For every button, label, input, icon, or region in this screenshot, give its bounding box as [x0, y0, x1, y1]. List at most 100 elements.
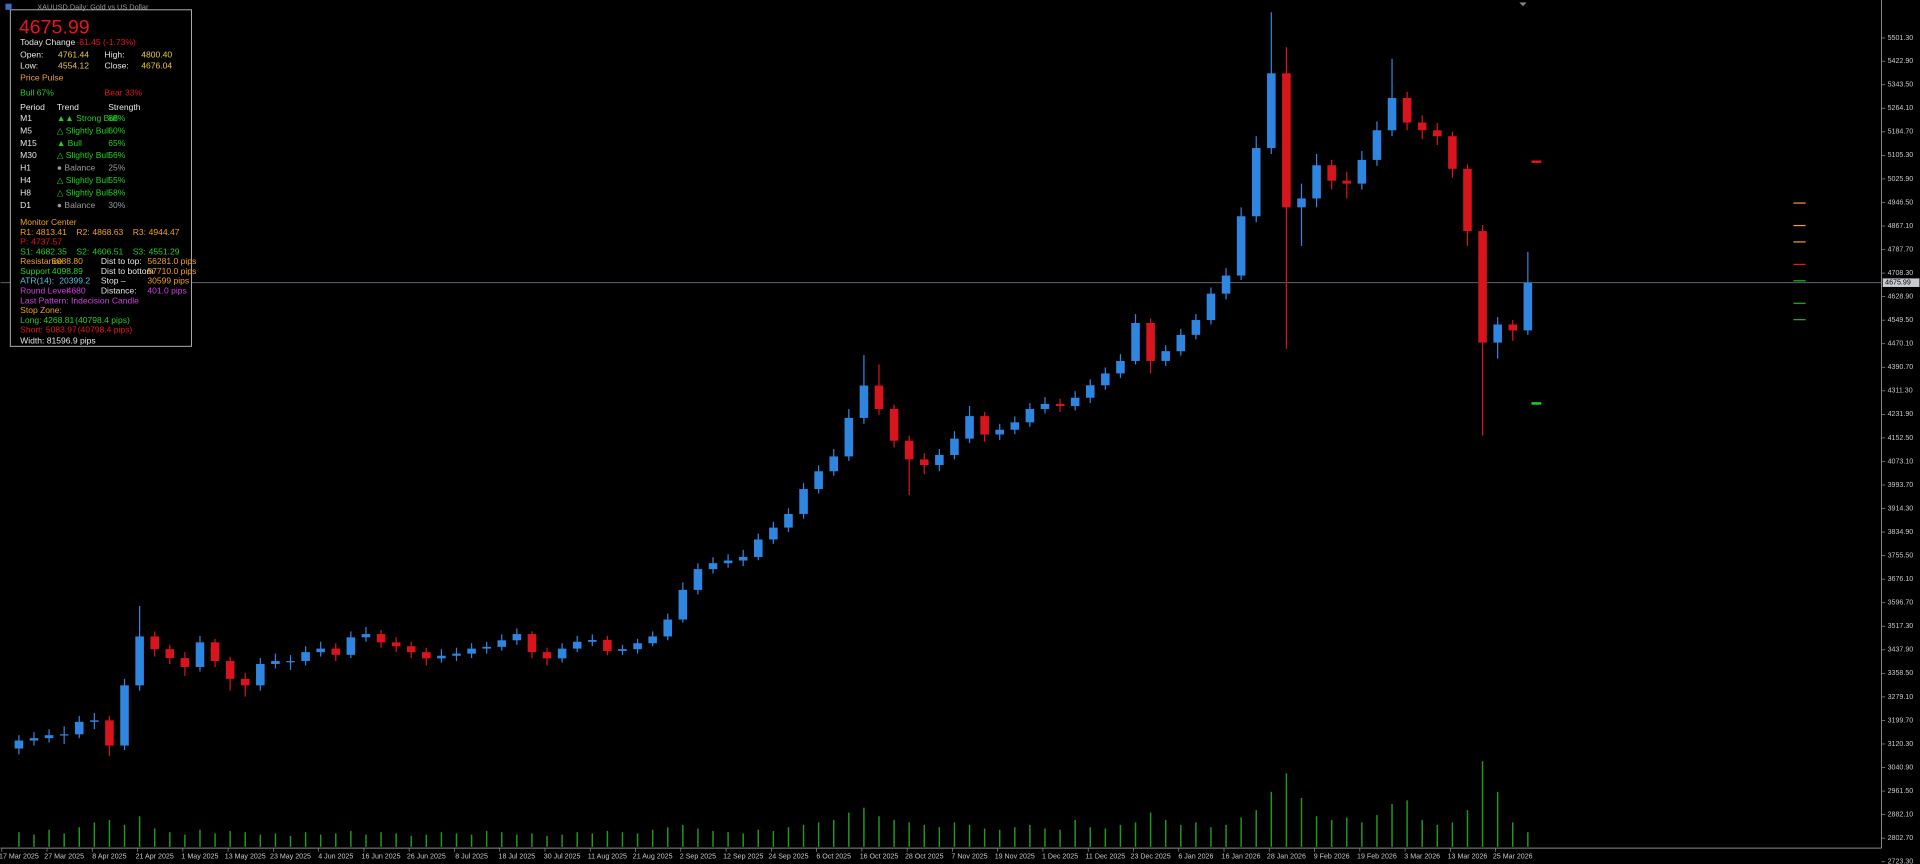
round-label: Round Level — [20, 286, 68, 296]
candle-body — [889, 408, 899, 441]
candle-body — [1433, 130, 1442, 137]
volume-bar — [93, 822, 96, 847]
chart-header: XAUUSD,Daily: Gold vs US Dollar — [37, 2, 149, 11]
candle-body — [301, 652, 310, 662]
y-tick-label: 4231.90 — [1888, 410, 1914, 418]
volume-bar — [1270, 791, 1273, 847]
candle-body — [708, 563, 718, 570]
pivot-label: R1: — [20, 227, 33, 237]
volume-bar — [1104, 828, 1107, 847]
candle-body — [180, 658, 190, 667]
candle-body — [346, 637, 356, 655]
candle-body — [603, 639, 612, 651]
candle-body — [1176, 334, 1186, 352]
y-tick-label: 4152.50 — [1888, 434, 1914, 442]
price-tag-label: 4675.99 — [1885, 279, 1911, 287]
x-tick-label: 4 Jun 2025 — [318, 853, 353, 861]
y-tick-label: 4787.70 — [1888, 245, 1914, 253]
y-tick-label: 4946.50 — [1888, 198, 1914, 206]
volume-bar — [908, 822, 910, 847]
panel-frame — [9, 9, 192, 347]
volume-bar — [953, 822, 956, 847]
volume-bar — [1014, 827, 1016, 847]
trend-cell: M5 — [20, 125, 32, 135]
x-tick-label: 16 Jan 2026 — [1222, 853, 1261, 861]
candle-body — [904, 440, 914, 460]
volume-bar — [998, 829, 1001, 847]
price-tag — [1882, 278, 1920, 287]
x-tick-label: 27 Mar 2025 — [44, 853, 84, 861]
volume-bar — [304, 832, 307, 847]
table-header: Strength — [108, 102, 141, 112]
candle-body — [361, 634, 371, 638]
current-price: 4675.99 — [19, 16, 90, 38]
candle-body — [1131, 322, 1140, 361]
volume-bar — [1376, 815, 1378, 847]
candle-body — [1312, 165, 1321, 199]
x-tick-label: 6 Jan 2026 — [1178, 853, 1213, 861]
candle-body — [557, 648, 567, 659]
y-tick-label: 5264.10 — [1888, 104, 1914, 112]
candle-body — [316, 648, 325, 653]
change-value: -81.45 (-1.73%) — [76, 37, 136, 47]
y-tick-label: 3834.90 — [1888, 528, 1914, 536]
x-tick-label: 9 Feb 2026 — [1314, 853, 1350, 861]
volume-bar — [78, 827, 80, 847]
volume-bar — [365, 834, 367, 847]
candle-body — [633, 643, 642, 650]
atr-value: 20399.2 — [59, 276, 90, 286]
candle-body — [1478, 231, 1487, 343]
volume-bar — [470, 834, 473, 847]
candle-body — [1417, 122, 1427, 131]
trend-cell: ● Balance — [57, 163, 96, 173]
volume-bar — [742, 833, 744, 847]
distance-label: Distance: — [101, 286, 137, 296]
trend-cell: 88% — [108, 113, 126, 123]
candle-body — [1493, 324, 1502, 343]
volume-bar — [184, 834, 186, 847]
candle-body — [90, 720, 99, 722]
x-tick-label: 6 Oct 2025 — [816, 853, 851, 861]
candle-body — [753, 539, 763, 557]
candle-body — [59, 734, 69, 736]
x-tick-label: 3 Mar 2026 — [1404, 853, 1440, 861]
volume-bar — [772, 830, 775, 847]
y-tick-label: 3358.50 — [1888, 669, 1914, 677]
candle-body — [935, 454, 944, 466]
candle-body — [44, 735, 54, 739]
volume-bar — [501, 832, 503, 847]
pivot-value: 4551.29 — [149, 246, 180, 256]
y-tick-label: 3120.30 — [1888, 740, 1914, 748]
pivot-value: 4813.41 — [36, 227, 67, 237]
y-tick-label: 3040.90 — [1888, 763, 1914, 771]
volume-bar — [1074, 819, 1076, 847]
volume-bar — [848, 812, 850, 847]
volume-bar — [1436, 824, 1439, 847]
close-value: 4676.04 — [141, 60, 172, 70]
candle-body — [1402, 97, 1412, 123]
trend-cell: 60% — [108, 125, 126, 135]
volume-bar — [1149, 812, 1152, 847]
volume-bar — [606, 830, 609, 847]
volume-bar — [938, 827, 941, 847]
y-tick-label: 4073.10 — [1888, 457, 1914, 465]
trend-cell: 65% — [108, 138, 126, 148]
change-label: Today Change — [20, 37, 75, 47]
candle-body — [422, 652, 431, 659]
x-tick-label: 11 Dec 2025 — [1086, 853, 1126, 861]
candle-body — [527, 634, 537, 653]
x-tick-label: 8 Jul 2025 — [455, 853, 488, 861]
candle-body — [512, 634, 522, 641]
candle-body — [648, 636, 657, 644]
candle-body — [1191, 320, 1201, 335]
volume-bar — [561, 834, 563, 847]
volume-bar — [229, 830, 231, 847]
volume-bar — [697, 828, 699, 847]
volume-bar — [319, 834, 322, 847]
x-tick-label: 28 Oct 2025 — [905, 853, 944, 861]
support-label: Support — [20, 266, 51, 276]
candle-body — [678, 589, 688, 620]
trend-cell: 25% — [108, 163, 126, 173]
volume-bar — [1134, 822, 1137, 847]
candle-body — [452, 653, 461, 656]
